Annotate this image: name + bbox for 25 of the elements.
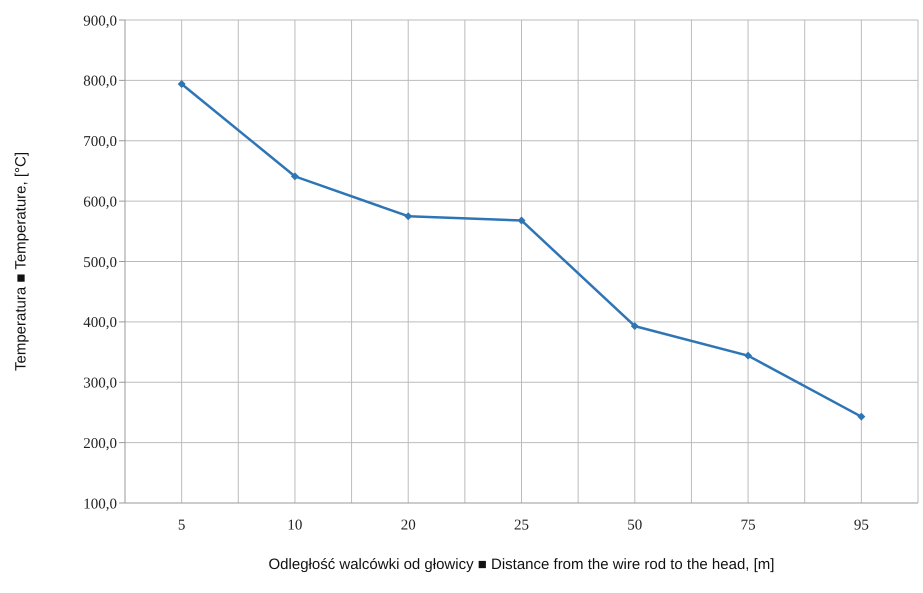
x-tick-label: 25 [514, 518, 529, 534]
y-tick-label: 800,0 [83, 74, 117, 90]
y-tick-label: 500,0 [83, 254, 117, 271]
y-tick-label: 200,0 [83, 436, 117, 452]
x-tick-label: 75 [740, 518, 756, 534]
x-tick-label: 95 [854, 518, 869, 534]
x-axis-title: Odległość walcówki od głowicy ■ Distance from the wire rod to the head, [m] [268, 556, 774, 573]
point [857, 412, 866, 421]
point [744, 352, 752, 360]
x-tick-label: 50 [627, 518, 642, 534]
y-tick-label: 400,0 [83, 315, 117, 332]
x-tick-label: 20 [400, 518, 416, 534]
x-tick-label: 5 [178, 518, 186, 534]
y-tick-label: 600,0 [83, 194, 117, 210]
point [178, 80, 186, 88]
y-axis-title: Temperatura ■ Temperature, [°C] [12, 152, 30, 372]
y-tick-label: 300,0 [83, 376, 117, 392]
point [290, 172, 299, 180]
x-tick-label: 10 [287, 518, 302, 534]
point [518, 216, 526, 224]
y-tick-label: 700,0 [83, 134, 117, 150]
y-tick-label: 900,0 [83, 13, 117, 30]
point [630, 322, 639, 330]
y-tick-label: 100,0 [83, 496, 117, 512]
point [404, 212, 412, 220]
